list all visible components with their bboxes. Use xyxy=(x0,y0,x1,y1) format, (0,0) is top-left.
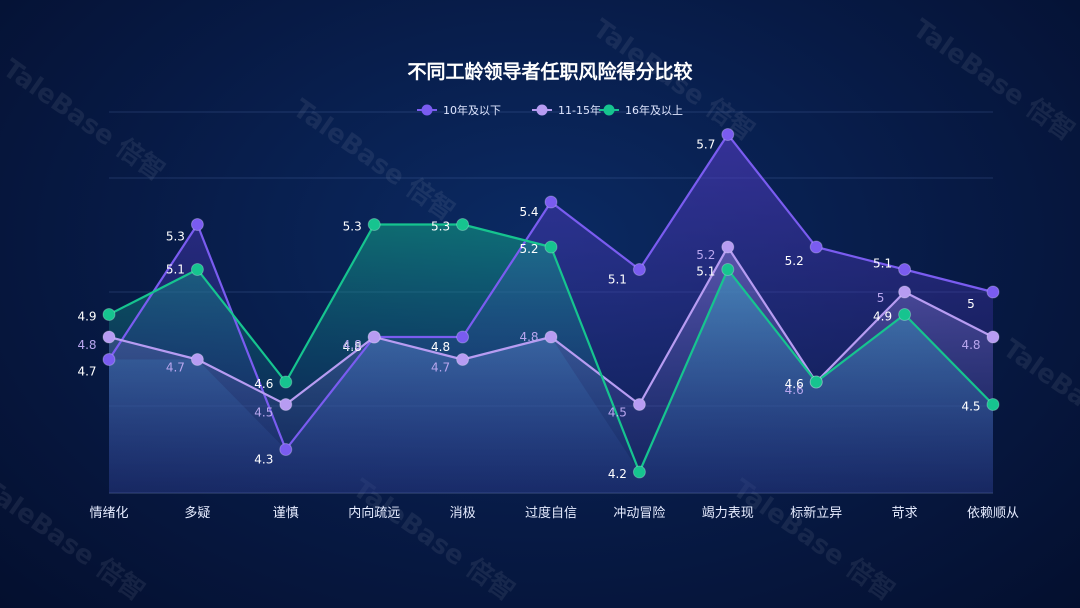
data-point xyxy=(721,240,735,254)
x-tick-label: 消极 xyxy=(450,506,476,521)
data-point xyxy=(986,330,1000,344)
data-label: 4.8 xyxy=(343,338,362,352)
legend-label: 16年及以上 xyxy=(625,103,683,117)
data-label: 4.8 xyxy=(519,330,538,344)
data-label: 4.6 xyxy=(785,383,804,397)
data-label: 5.3 xyxy=(431,220,450,234)
x-tick-label: 依赖顺从 xyxy=(967,506,1019,521)
data-label: 5.7 xyxy=(696,138,715,152)
data-label: 5.1 xyxy=(696,265,715,279)
data-label: 5.1 xyxy=(873,257,892,271)
data-point xyxy=(544,240,558,254)
data-label: 4.6 xyxy=(254,377,273,391)
data-point xyxy=(986,285,1000,299)
data-label: 5.2 xyxy=(696,248,715,262)
data-point xyxy=(898,263,912,276)
data-label: 5.4 xyxy=(519,205,538,219)
legend-label: 11-15年 xyxy=(558,103,601,117)
data-label: 4.5 xyxy=(961,400,980,414)
data-point xyxy=(809,240,823,254)
data-point xyxy=(986,398,1000,411)
series-areas xyxy=(109,134,993,493)
x-tick-label: 竭力表现 xyxy=(702,506,754,521)
legend-swatch-dot xyxy=(536,104,548,116)
overlap-area xyxy=(109,269,993,493)
x-tick-label: 多疑 xyxy=(184,505,210,521)
legend-swatch-dot xyxy=(421,104,433,116)
x-tick-label: 内向疏远 xyxy=(348,505,400,521)
data-label: 4.8 xyxy=(961,338,980,352)
data-point xyxy=(898,285,912,299)
x-tick-label: 谨慎 xyxy=(273,506,299,521)
data-point xyxy=(279,443,293,456)
data-point xyxy=(544,195,558,209)
data-label: 4.2 xyxy=(608,467,627,481)
legend-label: 10年及以下 xyxy=(443,103,501,117)
data-label: 5 xyxy=(967,297,975,311)
data-point xyxy=(721,263,735,276)
data-point xyxy=(456,218,470,231)
legend-swatch-dot xyxy=(603,104,615,116)
data-point xyxy=(279,375,293,389)
data-label: 5.2 xyxy=(519,242,538,256)
data-point xyxy=(632,465,646,479)
x-axis: 情绪化 多疑 谨慎 内向疏远 消极 过度自信 冲动冒险 竭力表现 标新立异 苛求 依赖顺从 xyxy=(89,505,1019,521)
data-label: 5 xyxy=(877,291,885,305)
data-point xyxy=(898,308,912,321)
data-point xyxy=(190,218,204,231)
data-point xyxy=(367,330,381,344)
data-label: 4.8 xyxy=(343,340,362,354)
data-label: 5.3 xyxy=(343,220,362,234)
data-points xyxy=(102,128,1000,479)
x-tick-label: 情绪化 xyxy=(89,506,128,521)
data-point xyxy=(632,263,646,276)
data-point xyxy=(632,398,646,411)
x-tick-label: 苛求 xyxy=(892,506,918,521)
data-point xyxy=(102,308,116,321)
data-label: 4.8 xyxy=(77,338,96,352)
data-point xyxy=(190,263,204,276)
x-tick-label: 标新立异 xyxy=(790,505,842,521)
data-point xyxy=(809,375,823,389)
data-label: 4.5 xyxy=(608,406,627,420)
data-point xyxy=(456,330,470,344)
data-label: 4.7 xyxy=(166,361,185,375)
data-label: 4.7 xyxy=(431,361,450,375)
data-point xyxy=(279,398,293,411)
data-label: 4.3 xyxy=(254,453,273,467)
data-label: 4.8 xyxy=(431,340,450,354)
x-tick-label: 冲动冒险 xyxy=(613,506,665,521)
data-point xyxy=(367,218,381,231)
data-label: 5.1 xyxy=(166,263,185,277)
data-label: 5.1 xyxy=(608,273,627,287)
data-labels: 4.7 5.3 4.3 4.8 4.8 5.4 5.1 5.7 5.2 5.1 5 4.8 4.7 4.5… xyxy=(77,138,980,482)
data-label: 4.9 xyxy=(873,310,892,324)
legend: 10年及以下 11-15年 16年及以上 xyxy=(417,103,683,117)
data-label: 5.2 xyxy=(785,254,804,268)
data-label: 5.3 xyxy=(166,230,185,244)
data-label: 4.9 xyxy=(77,310,96,324)
data-point xyxy=(544,330,558,344)
chart-title: 不同工龄领导者任职风险得分比较 xyxy=(407,60,692,83)
x-tick-label: 过度自信 xyxy=(525,505,577,521)
data-point xyxy=(721,128,735,141)
data-label: 4.7 xyxy=(77,365,96,379)
data-point xyxy=(102,330,116,344)
data-point xyxy=(456,353,470,366)
data-label: 4.5 xyxy=(254,406,273,420)
data-point xyxy=(190,353,204,366)
data-label: 4.6 xyxy=(785,377,804,391)
data-point xyxy=(102,353,116,366)
